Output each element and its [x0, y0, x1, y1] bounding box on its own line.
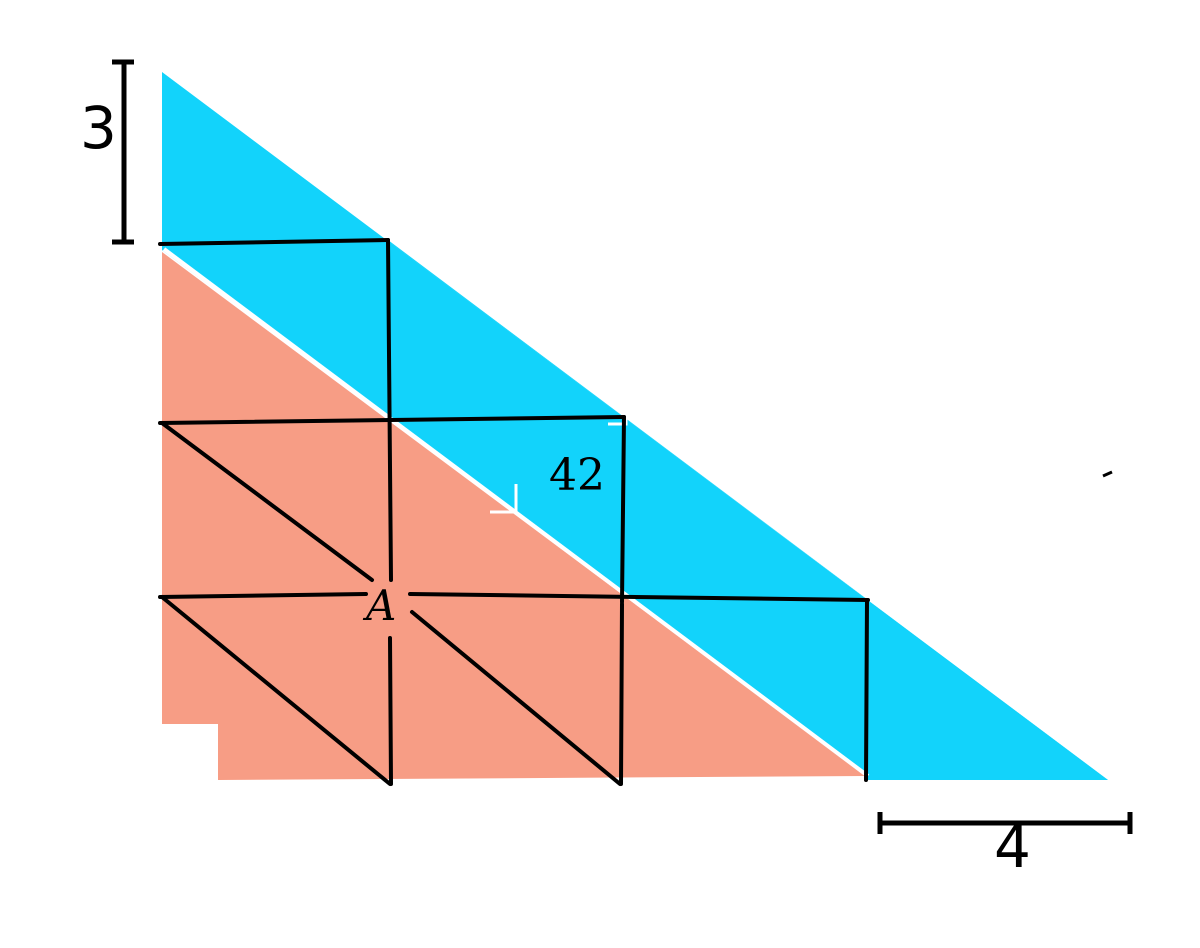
right-angle-mark: [608, 414, 628, 426]
left-dimension-label: 3: [80, 94, 117, 162]
salmon-staircase-region: [162, 252, 866, 780]
grid-lines: [158, 238, 870, 786]
blue-diagonal-band: [162, 240, 1108, 780]
white-tick-mark: [490, 484, 518, 514]
left-dimension-bracket: [112, 59, 134, 245]
area-value-label: 42: [549, 450, 605, 501]
point-a-label: A: [362, 581, 396, 630]
bottom-dimension-bracket: [877, 812, 1133, 834]
bottom-dimension-label: 4: [994, 813, 1031, 881]
stray-dash-mark: [1102, 470, 1113, 478]
